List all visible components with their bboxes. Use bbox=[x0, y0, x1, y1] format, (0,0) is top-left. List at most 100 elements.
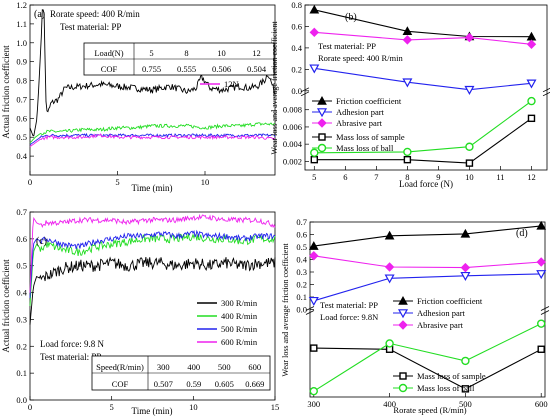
panel-c-y-label: Actual friction coefficient bbox=[1, 259, 11, 353]
series-point-3 bbox=[310, 155, 319, 164]
panel-a-y-label: Actual friction coefficient bbox=[1, 45, 11, 139]
panel-a-cof-table: Load(N) 5 8 10 12 COF 0.755 0.555 0.506 0.504 bbox=[83, 42, 275, 76]
legend-label-1: 400 R/min bbox=[221, 311, 258, 321]
x-tick-label: 0 bbox=[28, 177, 32, 187]
legend-label-2: Abrasive part bbox=[336, 118, 383, 128]
table-value-cell: 0.669 bbox=[245, 379, 264, 389]
series-point-4 bbox=[461, 356, 470, 366]
y-tick-label-upper: 0.0 bbox=[296, 305, 307, 315]
legend-label-1: Adhesion part bbox=[336, 107, 385, 117]
y-tick-label: 0.3 bbox=[16, 314, 27, 324]
series-point-1 bbox=[464, 85, 475, 95]
x-tick-label: 15 bbox=[271, 402, 280, 412]
panel-d-annotation-load: Load force: 9.8N bbox=[320, 312, 378, 322]
series-line-0 bbox=[313, 225, 542, 247]
x-tick-label: 10 bbox=[189, 402, 198, 412]
y-tick-label: 0.6 bbox=[16, 113, 27, 123]
table-header-cell: Load(N) bbox=[94, 48, 123, 58]
series-line-3 bbox=[29, 213, 276, 293]
series-point-0 bbox=[536, 220, 547, 230]
panel-c-legend: 300 R/min 400 R/min 500 R/min 600 R/min bbox=[197, 298, 258, 347]
series-point-3 bbox=[465, 159, 474, 167]
y-tick-label: 0.2 bbox=[16, 341, 27, 351]
y-tick-label-upper: 0.2 bbox=[296, 280, 307, 290]
x-tick-label: 5 bbox=[110, 402, 114, 412]
series-line-2 bbox=[314, 31, 532, 45]
panel-a-label: (a) bbox=[34, 9, 45, 20]
legend-marker-3 bbox=[399, 372, 407, 380]
series-point-2 bbox=[402, 35, 413, 45]
table-header-cell: 600 bbox=[248, 362, 261, 372]
x-tick-label: 5 bbox=[312, 172, 316, 182]
legend-marker-0 bbox=[398, 295, 408, 305]
series-line-1 bbox=[29, 122, 276, 144]
table-value-cell: 0.507 bbox=[154, 379, 173, 389]
legend-label-4: Mass loss of ball bbox=[336, 143, 394, 153]
panel-a-annotation-speed: Rorate speed: 400 R/min bbox=[50, 9, 140, 19]
y-tick-label-upper: 0.0 bbox=[291, 86, 302, 96]
table-header-cell: Speed(R/min) bbox=[96, 362, 144, 372]
series-point-0 bbox=[309, 4, 320, 14]
series-point-3 bbox=[461, 385, 470, 393]
y-tick-label-upper: 0.4 bbox=[291, 43, 302, 53]
table-header-cell: 400 bbox=[187, 362, 200, 372]
x-tick-label: 6 bbox=[343, 172, 347, 182]
x-tick-label: 10 bbox=[201, 177, 210, 187]
panel-b-annotation-speed: Rorate speed: 400 R/min bbox=[318, 53, 404, 63]
y-tick-label: 1.0 bbox=[16, 38, 27, 48]
legend-label-3: Mass loss of sample bbox=[417, 371, 486, 381]
table-value-cell: 0.605 bbox=[215, 379, 234, 389]
series-point-4 bbox=[385, 339, 394, 348]
y-tick-label: 0.0 bbox=[16, 395, 27, 405]
y-tick-label: 0.8 bbox=[16, 76, 27, 86]
legend-marker-0 bbox=[317, 95, 327, 105]
panel-c-cof-table: Speed(R/min) 300 400 500 600 COF 0.507 0.59 0.60… bbox=[91, 355, 271, 391]
panel-c-lines bbox=[29, 213, 276, 325]
x-tick-label: 500 bbox=[459, 399, 472, 409]
table-value-cell: COF bbox=[112, 379, 129, 389]
x-tick-label: 12 bbox=[527, 172, 536, 182]
series-point-2 bbox=[460, 262, 471, 273]
y-tick-label: 0.4 bbox=[16, 288, 27, 298]
series-point-1 bbox=[526, 79, 537, 89]
series-line-0 bbox=[314, 9, 532, 38]
legend-marker-1 bbox=[397, 309, 409, 319]
series-point-1 bbox=[309, 64, 320, 74]
y-tick-label: 0.7 bbox=[16, 94, 27, 104]
table-header-cell: 500 bbox=[218, 362, 231, 372]
series-point-0 bbox=[384, 230, 395, 240]
panel-b-lines bbox=[309, 4, 537, 167]
y-tick-label: 0.9 bbox=[16, 57, 27, 67]
series-point-4 bbox=[465, 142, 474, 151]
series-point-0 bbox=[460, 228, 471, 238]
y-tick-label-upper: 0.2 bbox=[291, 64, 302, 74]
series-point-2 bbox=[536, 257, 546, 267]
x-tick-label: 8 bbox=[405, 172, 409, 182]
series-line-2 bbox=[29, 132, 276, 146]
panel-a-annotation-material: Test material: PP bbox=[60, 22, 121, 32]
series-line-1 bbox=[29, 233, 276, 307]
panel-b: 5 6 7 8 9 10 11 12 0.0 0.2 0.4 0.6 0.8 0.002 0.004 0.00… bbox=[270, 0, 550, 189]
y-tick-label-lower: 0.006 bbox=[283, 122, 302, 132]
panel-b-ticks: 5 6 7 8 9 10 11 12 0.0 0.2 0.4 0.6 0.8 0.002 0.004 0.00… bbox=[283, 0, 550, 182]
y-tick-label-upper: 0.8 bbox=[291, 0, 302, 10]
y-tick-label-upper: 0.7 bbox=[296, 217, 307, 227]
series-line-0 bbox=[29, 9, 276, 137]
table-value-cell: 0.59 bbox=[186, 379, 201, 389]
series-line-3 bbox=[29, 133, 276, 148]
series-line-2 bbox=[313, 255, 542, 269]
series-point-1 bbox=[402, 78, 413, 88]
panel-a: 0 5 10 0.4 0.5 0.6 0.7 0.8 0.9 1.0 1.1 1.2 (a) Rora… bbox=[1, 0, 276, 193]
y-tick-label-upper: 0.6 bbox=[291, 21, 302, 31]
legend-label-4: Mass loss of ball bbox=[417, 383, 475, 393]
x-tick-label: 10 bbox=[465, 172, 474, 182]
panel-d-ticks: 300 400 500 600 0.0 0.1 0.2 0.3 0.4 0.5 0.6 0.7 bbox=[296, 217, 550, 409]
panel-c-annotation-load: Load force: 9.8 N bbox=[40, 339, 104, 349]
panel-b-x-label: Load force (N) bbox=[399, 179, 453, 189]
panel-a-lines bbox=[29, 9, 276, 148]
y-tick-label: 0.4 bbox=[16, 151, 27, 161]
legend-marker-2 bbox=[398, 320, 408, 330]
y-tick-label: 1.1 bbox=[16, 19, 27, 29]
series-point-1 bbox=[308, 296, 319, 306]
